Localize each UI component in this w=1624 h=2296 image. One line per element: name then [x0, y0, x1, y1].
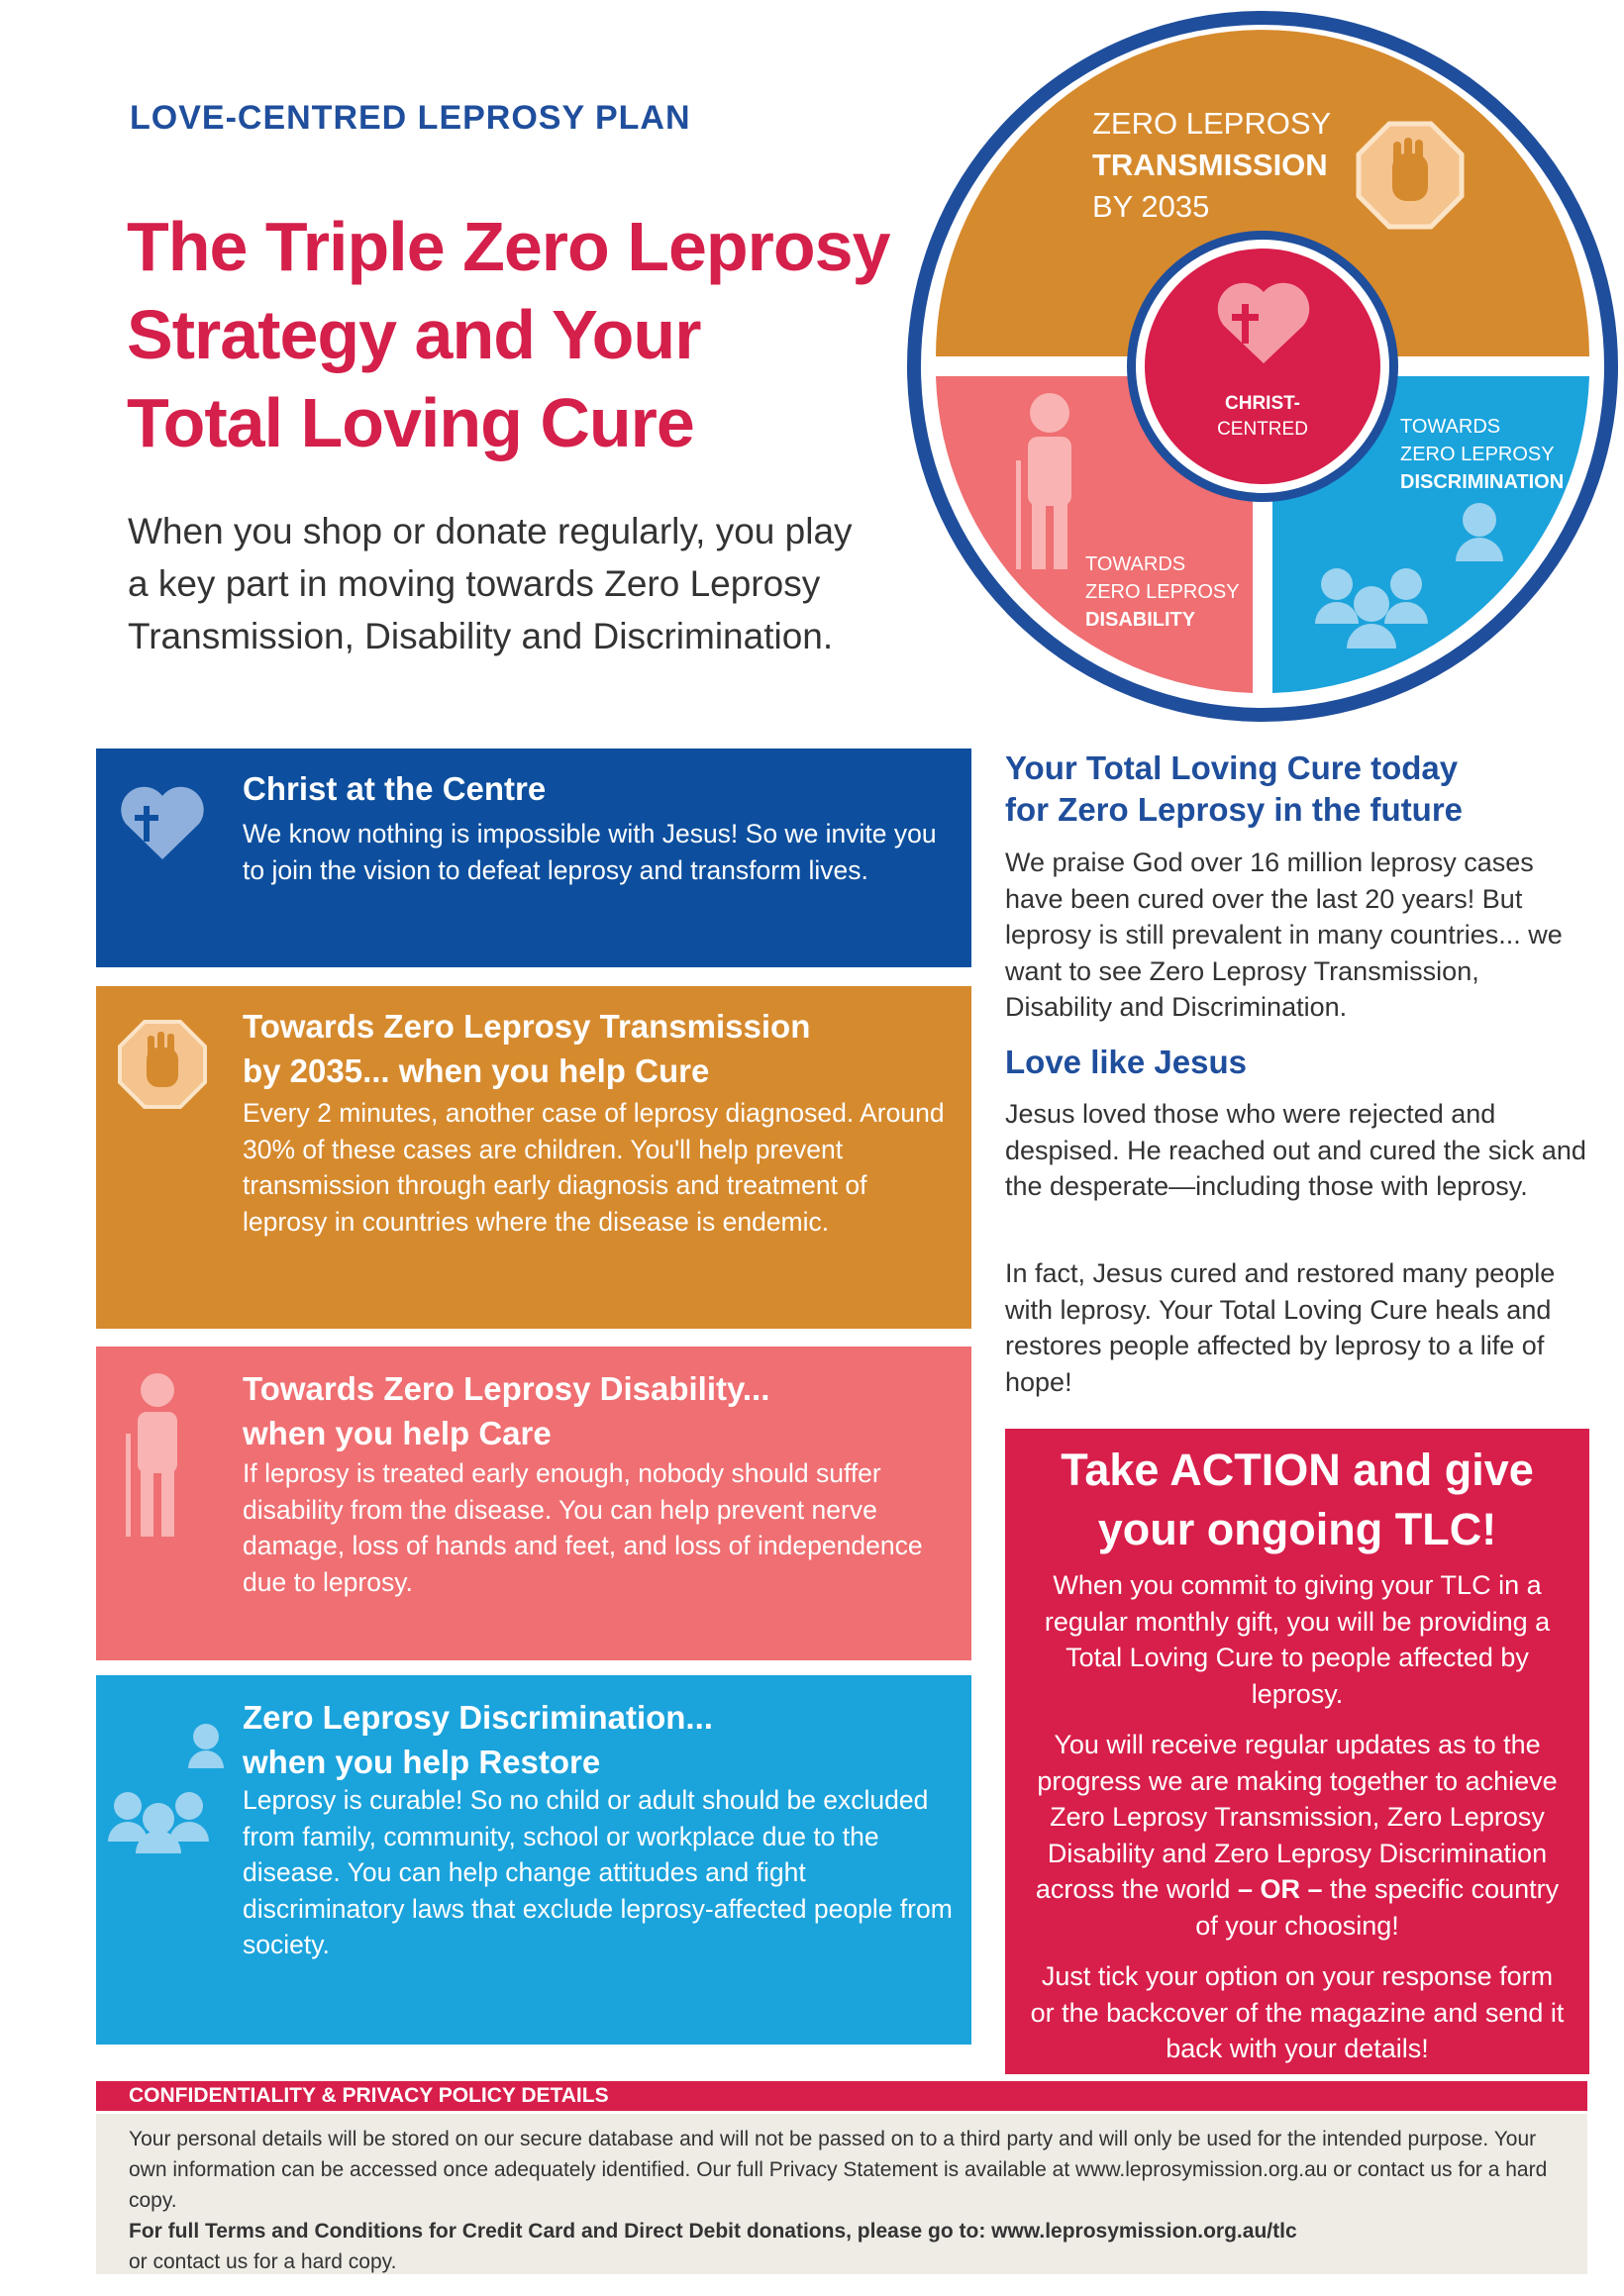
- box-christ: Christ at the Centre We know nothing is …: [96, 749, 971, 967]
- disability-label: TOWARDS ZERO LEPROSY DISABILITY: [1085, 553, 1240, 631]
- box-body: Leprosy is curable! So no child or adult…: [243, 1785, 953, 1959]
- intro-line: When you shop or donate regularly, you p…: [128, 511, 853, 551]
- box-heading: Towards Zero Leprosy Disability... when …: [243, 1366, 769, 1455]
- centre-line: CENTRED: [1217, 419, 1308, 440]
- heading-line: for Zero Leprosy in the future: [1005, 791, 1464, 828]
- terms-text: For full Terms and Conditions for Credit…: [129, 2220, 1297, 2243]
- action-paragraph: When you commit to giving your TLC in a …: [1044, 1570, 1551, 1709]
- group-icon: [108, 1724, 224, 1853]
- footer-heading: CONFIDENTIALITY & PRIVACY POLICY DETAILS: [129, 2084, 609, 2107]
- discrimination-label: TOWARDS ZERO LEPROSY DISCRIMINATION: [1400, 416, 1564, 493]
- sidebar-heading: Your Total Loving Cure today for Zero Le…: [1005, 748, 1463, 831]
- sidebar-paragraph: We praise God over 16 million leprosy ca…: [1005, 848, 1563, 1022]
- sidebar-subheading: Love like Jesus: [1005, 1044, 1247, 1080]
- contact-text: or contact us for a hard copy.: [129, 2250, 397, 2273]
- label-line: ZERO LEPROSY: [1085, 581, 1240, 603]
- title-line: Total Loving Cure: [127, 384, 695, 461]
- heading-line: Towards Zero Leprosy Transmission: [243, 1008, 811, 1045]
- label-line: ZERO LEPROSY: [1400, 444, 1555, 465]
- box-body: We know nothing is impossible with Jesus…: [243, 819, 937, 885]
- heading-line: when you help Care: [243, 1415, 552, 1451]
- title-line: Take ACTION and give: [1061, 1445, 1534, 1495]
- title: The Triple Zero Leprosy Strategy and You…: [127, 203, 891, 467]
- centre: [1145, 249, 1380, 484]
- box-disability: Towards Zero Leprosy Disability... when …: [96, 1347, 971, 1660]
- title-line: The Triple Zero Leprosy: [127, 208, 891, 285]
- action-paragraph: You will receive regular updates as to t…: [1005, 1727, 1589, 1944]
- text: the specific country of your choosing!: [1195, 1874, 1560, 1941]
- stop-icon: [1356, 121, 1465, 230]
- heading-line: Towards Zero Leprosy Disability...: [243, 1370, 770, 1407]
- centre-line: CHRIST-: [1225, 393, 1300, 414]
- heading-line: Zero Leprosy Discrimination...: [243, 1699, 713, 1736]
- heading-line: Your Total Loving Cure today: [1005, 749, 1459, 786]
- label-line: DISCRIMINATION: [1400, 471, 1564, 493]
- box-body: If leprosy is treated early enough, nobo…: [243, 1458, 923, 1597]
- box-heading: Towards Zero Leprosy Transmission by 203…: [243, 1004, 810, 1093]
- label-line: TRANSMISSION: [1092, 148, 1328, 182]
- sidebar-paragraph: Jesus loved those who were rejected and …: [1005, 1099, 1586, 1201]
- action-paragraph: Just tick your option on your response f…: [1030, 1961, 1565, 2063]
- label-line: TOWARDS: [1085, 553, 1185, 575]
- box-transmission: Towards Zero Leprosy Transmission by 203…: [96, 986, 971, 1329]
- person-icon: [126, 1373, 177, 1537]
- sidebar-paragraph: In fact, Jesus cured and restored many p…: [1005, 1258, 1556, 1397]
- heart-icon: [121, 786, 204, 859]
- intro-line: Transmission, Disability and Discriminat…: [128, 616, 834, 656]
- box-discrimination: Zero Leprosy Discrimination... when you …: [96, 1675, 971, 2045]
- box-heading: Zero Leprosy Discrimination... when you …: [243, 1695, 713, 1784]
- group-icon: [1315, 503, 1503, 649]
- title-line: your ongoing TLC!: [1097, 1504, 1497, 1554]
- footer-bar: CONFIDENTIALITY & PRIVACY POLICY DETAILS: [96, 2081, 1587, 2111]
- person-icon: [1016, 393, 1071, 569]
- heading-line: by 2035... when you help Cure: [243, 1052, 710, 1089]
- centre-label: CHRIST- CENTRED: [1217, 393, 1308, 440]
- title-line: Strategy and Your: [127, 296, 701, 373]
- label-line: DISABILITY: [1085, 609, 1196, 631]
- text: You will receive regular updates as to t…: [1035, 1730, 1558, 1904]
- heading-line: Christ at the Centre: [243, 770, 547, 807]
- intro-line: a key part in moving towards Zero Lepros…: [128, 563, 821, 604]
- label-line: ZERO LEPROSY: [1092, 106, 1331, 141]
- heart-icon: [1217, 282, 1310, 363]
- strategy-diagram: CHRIST- CENTRED ZERO LEPROSY TRANSMISSIO…: [907, 11, 1618, 722]
- footer-box: Your personal details will be stored on …: [96, 2114, 1587, 2274]
- action-box: Take ACTION and give your ongoing TLC! W…: [1005, 1429, 1589, 2074]
- action-title: Take ACTION and give your ongoing TLC!: [1005, 1429, 1589, 1559]
- intro: When you shop or donate regularly, you p…: [128, 505, 853, 662]
- label-line: BY 2035: [1092, 189, 1209, 224]
- box-heading: Christ at the Centre: [243, 766, 546, 811]
- kicker: LOVE-CENTRED LEPROSY PLAN: [130, 99, 691, 137]
- transmission-label: ZERO LEPROSY TRANSMISSION BY 2035: [1092, 106, 1331, 224]
- box-body: Every 2 minutes, another case of leprosy…: [243, 1098, 945, 1237]
- label-line: TOWARDS: [1400, 416, 1500, 438]
- privacy-text: Your personal details will be stored on …: [129, 2128, 1548, 2212]
- heading-line: when you help Restore: [243, 1744, 601, 1780]
- segment-transmission: [936, 30, 1589, 357]
- text-bold: – OR –: [1237, 1874, 1323, 1904]
- stop-icon: [118, 1020, 207, 1109]
